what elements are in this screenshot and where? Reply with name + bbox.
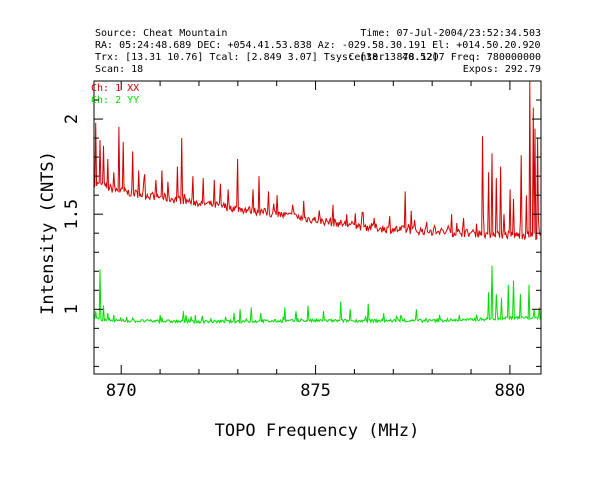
header-line: Trx: [13.31 10.76] Tcal: [2.849 3.07] Ts… bbox=[95, 52, 438, 63]
plot-frame bbox=[93, 80, 542, 375]
x-axis-ticks: 870 875 880 bbox=[106, 81, 525, 401]
x-tick-label: 875 bbox=[300, 381, 331, 401]
x-axis-label: TOPO Frequency (MHz) bbox=[215, 421, 420, 441]
header-line: Expos: 292.79 bbox=[463, 64, 541, 75]
x-tick-label: 870 bbox=[106, 381, 137, 401]
legend-entry-yy: Ch: 2 YY bbox=[91, 95, 139, 106]
series-line-yy bbox=[94, 265, 541, 325]
legend-entry-xx: Ch: 1 XX bbox=[91, 83, 139, 94]
header-line: Scan: 18 bbox=[95, 64, 143, 75]
y-axis-ticks: 11.52 bbox=[62, 80, 541, 367]
series-line-xx bbox=[94, 81, 541, 241]
header-line: RA: 05:24:48.689 DEC: +054.41.53.838 Az:… bbox=[95, 40, 541, 51]
header-line: Center: 878.1207 Freq: 780000000 bbox=[348, 52, 541, 63]
header-line: Time: 07-Jul-2004/23:52:34.503 bbox=[360, 28, 541, 39]
header-info: Source: Cheat Mountain RA: 05:24:48.689 … bbox=[95, 28, 541, 75]
y-tick-label: 1 bbox=[62, 304, 82, 314]
y-tick-label: 1.5 bbox=[62, 199, 82, 230]
header-line: Source: Cheat Mountain bbox=[95, 28, 227, 39]
y-axis-label: Intensity (CNTS) bbox=[38, 151, 58, 315]
plot-area bbox=[93, 80, 542, 375]
y-tick-label: 2 bbox=[62, 114, 82, 124]
x-tick-label: 880 bbox=[495, 381, 526, 401]
